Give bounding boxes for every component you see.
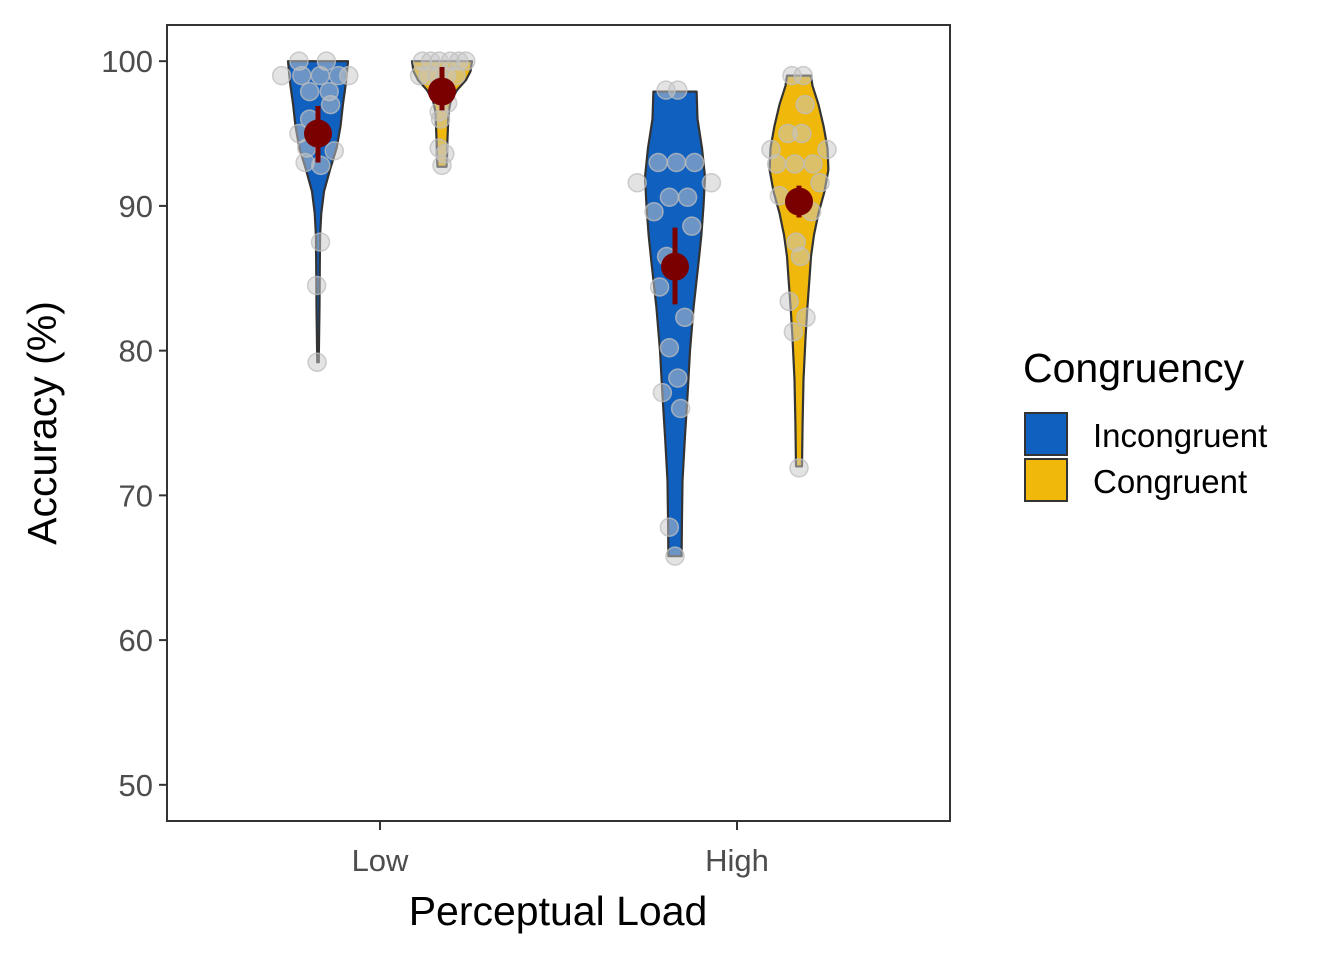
- data-point-congruent-high: [795, 94, 815, 115]
- data-point-incongruent-low: [299, 81, 320, 102]
- data-point-congruent-high: [789, 458, 809, 478]
- data-point-congruent-high: [783, 322, 804, 342]
- jitter-points: [271, 51, 837, 566]
- legend-key-congruent: [1024, 458, 1068, 502]
- data-point-congruent-high: [817, 139, 837, 160]
- y-tick-label: 50: [119, 768, 153, 803]
- data-point-congruent-high: [803, 154, 823, 174]
- y-axis-title: Accuracy (%): [19, 301, 65, 545]
- data-point-congruent-high: [792, 123, 812, 144]
- data-point-incongruent-low: [306, 275, 327, 296]
- legend: Congruency Incongruent Congruent: [1023, 345, 1267, 502]
- data-point-incongruent-high: [652, 382, 673, 403]
- data-point-congruent-high: [810, 173, 830, 193]
- data-point-congruent-low: [432, 155, 452, 176]
- mean-point-congruent-high: [785, 187, 813, 216]
- data-point-congruent-high: [766, 154, 787, 174]
- data-point-incongruent-high: [670, 398, 691, 419]
- y-tick-label: 70: [119, 478, 153, 513]
- data-point-incongruent-high: [684, 152, 705, 173]
- data-point-incongruent-low: [307, 352, 327, 372]
- data-point-incongruent-low: [311, 155, 331, 176]
- data-point-incongruent-high: [675, 307, 695, 328]
- data-point-congruent-high: [779, 291, 799, 312]
- data-point-congruent-high: [793, 65, 813, 86]
- x-tick-label-low: Low: [352, 843, 409, 878]
- legend-key-incongruent: [1024, 412, 1068, 456]
- data-point-incongruent-low: [324, 141, 344, 161]
- data-point-incongruent-high: [649, 277, 670, 297]
- legend-title: Congruency: [1023, 345, 1245, 391]
- data-point-incongruent-high: [659, 517, 680, 537]
- data-point-incongruent-low: [310, 232, 331, 252]
- x-axis-title: Perceptual Load: [409, 888, 708, 934]
- data-point-incongruent-low: [339, 65, 359, 86]
- y-tick-label: 90: [119, 189, 153, 224]
- y-axis: 50 60 70 80 90 100: [101, 44, 167, 803]
- legend-label-incongruent: Incongruent: [1093, 417, 1267, 454]
- x-axis: Low High: [352, 821, 769, 878]
- data-point-congruent-high: [796, 307, 816, 328]
- data-point-incongruent-high: [677, 187, 698, 207]
- data-point-incongruent-high: [701, 173, 722, 193]
- data-point-incongruent-high: [665, 546, 685, 566]
- mean-point-incongruent-low: [304, 119, 332, 148]
- data-point-congruent-high: [785, 154, 805, 174]
- mean-point-congruent-low: [428, 77, 456, 106]
- data-point-incongruent-high: [659, 337, 680, 358]
- mean-summaries: [304, 66, 813, 305]
- data-point-incongruent-high: [644, 201, 664, 222]
- y-tick-label: 60: [119, 623, 153, 658]
- data-point-incongruent-low: [271, 65, 292, 86]
- data-point-incongruent-high: [668, 80, 688, 100]
- data-point-incongruent-high: [668, 368, 688, 388]
- data-point-incongruent-high: [627, 173, 647, 193]
- y-tick-label: 100: [101, 44, 153, 79]
- data-point-incongruent-low: [295, 152, 315, 173]
- mean-point-incongruent-high: [661, 252, 689, 281]
- x-tick-label-high: High: [705, 843, 769, 878]
- data-point-congruent-low: [430, 109, 451, 129]
- data-point-incongruent-low: [310, 65, 330, 86]
- data-point-congruent-high: [790, 246, 811, 267]
- data-point-incongruent-high: [648, 152, 668, 173]
- data-point-incongruent-high: [659, 187, 680, 207]
- y-tick-label: 80: [119, 334, 153, 369]
- data-point-congruent-low: [456, 51, 476, 71]
- data-point-incongruent-high: [682, 216, 702, 236]
- legend-entries: Incongruent Congruent: [1024, 412, 1267, 502]
- data-point-incongruent-high: [666, 152, 687, 173]
- data-point-incongruent-low: [320, 94, 341, 115]
- data-point-congruent-low: [446, 65, 466, 86]
- legend-label-congruent: Congruent: [1093, 463, 1247, 500]
